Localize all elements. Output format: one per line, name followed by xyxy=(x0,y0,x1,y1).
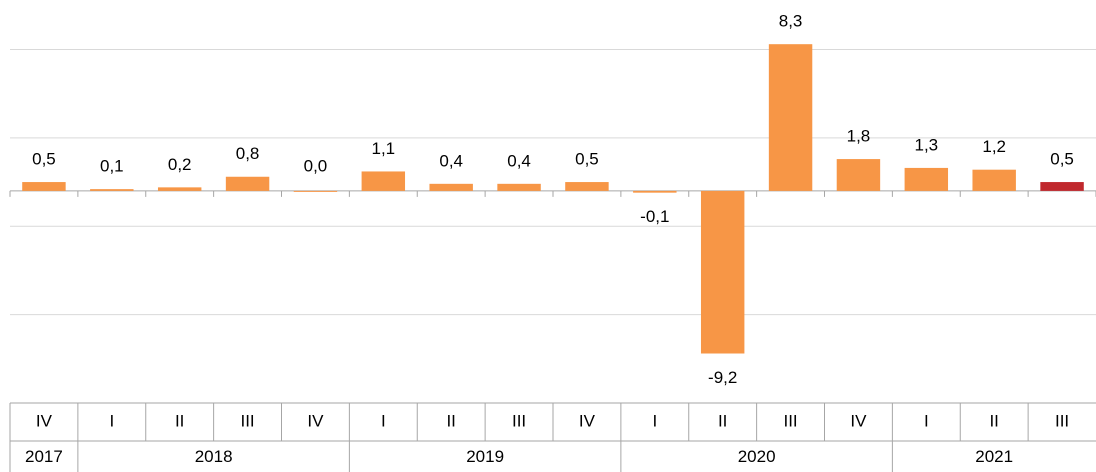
value-label: 0,1 xyxy=(100,156,124,175)
bar xyxy=(768,44,813,191)
value-label: -0,1 xyxy=(640,207,669,226)
value-label: -9,2 xyxy=(708,368,737,387)
bar xyxy=(361,171,406,191)
value-label: 0,5 xyxy=(1050,150,1074,169)
x-tick-label: II xyxy=(446,411,455,430)
value-label: 8,3 xyxy=(779,12,803,31)
bar xyxy=(836,159,881,191)
bar xyxy=(429,183,473,191)
group-label: 2019 xyxy=(466,447,504,466)
value-label: 0,0 xyxy=(304,156,328,175)
value-label: 0,5 xyxy=(32,150,56,169)
x-tick-label: IV xyxy=(850,411,867,430)
x-tick-label: II xyxy=(718,411,727,430)
bar xyxy=(157,187,202,191)
group-label: 2018 xyxy=(195,447,233,466)
x-tick-label: II xyxy=(989,411,998,430)
bar xyxy=(497,183,541,191)
bar xyxy=(225,176,270,191)
x-tick-label: III xyxy=(1055,411,1069,430)
bar xyxy=(22,182,66,191)
bar xyxy=(904,167,949,191)
value-label: 0,8 xyxy=(236,144,260,163)
x-tick-label: IV xyxy=(36,411,53,430)
x-tick-label: I xyxy=(652,411,657,430)
group-label: 2021 xyxy=(975,447,1013,466)
bar xyxy=(633,190,677,193)
bar xyxy=(90,189,134,191)
value-label: 0,2 xyxy=(168,155,192,174)
bar xyxy=(1040,182,1084,191)
x-tick-label: I xyxy=(109,411,114,430)
x-tick-label: I xyxy=(381,411,386,430)
value-label: 1,2 xyxy=(982,137,1006,156)
value-label: 0,5 xyxy=(575,150,599,169)
bar xyxy=(565,182,609,191)
x-tick-label: IV xyxy=(579,411,596,430)
value-label: 1,8 xyxy=(847,127,871,146)
value-label: 0,4 xyxy=(439,151,463,170)
x-tick-label: II xyxy=(175,411,184,430)
group-label: 2020 xyxy=(738,447,776,466)
bar xyxy=(700,190,745,354)
x-tick-label: III xyxy=(240,411,254,430)
bar xyxy=(293,190,338,192)
bar xyxy=(972,169,1016,191)
group-label: 2017 xyxy=(25,447,63,466)
x-tick-label: III xyxy=(783,411,797,430)
value-label: 0,4 xyxy=(507,151,531,170)
value-label: 1,1 xyxy=(371,139,395,158)
x-tick-label: IV xyxy=(307,411,324,430)
value-label: 1,3 xyxy=(914,135,938,154)
x-tick-label: III xyxy=(512,411,526,430)
x-tick-label: I xyxy=(924,411,929,430)
